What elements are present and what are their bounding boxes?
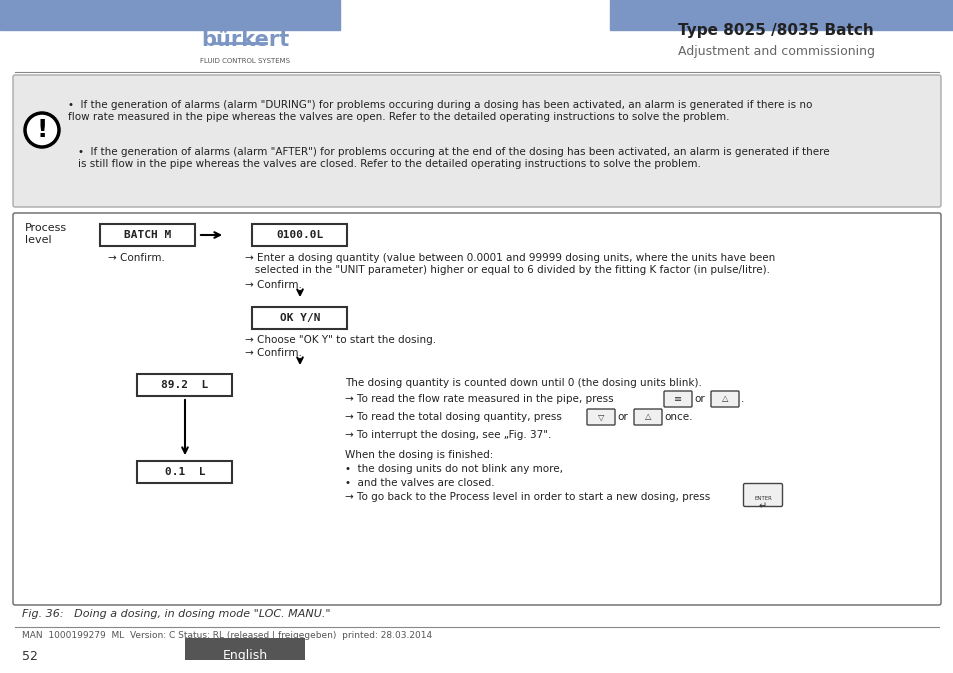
Text: selected in the "UNIT parameter) higher or equal to 6 divided by the fitting K f: selected in the "UNIT parameter) higher … [245, 265, 769, 275]
Text: When the dosing is finished:: When the dosing is finished: [345, 450, 493, 460]
Text: The dosing quantity is counted down until 0 (the dosing units blink).: The dosing quantity is counted down unti… [345, 378, 701, 388]
FancyBboxPatch shape [13, 75, 940, 207]
Text: Fig. 36:   Doing a dosing, in dosing mode "LOC. MANU.": Fig. 36: Doing a dosing, in dosing mode … [22, 609, 330, 619]
Text: English: English [222, 649, 267, 662]
Text: 89.2  L: 89.2 L [161, 380, 209, 390]
Text: → To read the flow rate measured in the pipe, press: → To read the flow rate measured in the … [345, 394, 613, 404]
Bar [253, 224, 347, 246]
FancyBboxPatch shape [13, 213, 940, 605]
Text: •  If the generation of alarms (alarm "AFTER") for problems occuring at the end : • If the generation of alarms (alarm "AF… [78, 147, 829, 169]
Circle shape [25, 113, 59, 147]
Text: ENTER: ENTER [753, 497, 771, 501]
FancyBboxPatch shape [586, 409, 615, 425]
Text: → Enter a dosing quantity (value between 0.0001 and 99999 dosing units, where th: → Enter a dosing quantity (value between… [245, 253, 775, 263]
Text: ≡: ≡ [673, 394, 681, 404]
Bar [100, 224, 195, 246]
Text: once.: once. [663, 412, 692, 422]
FancyBboxPatch shape [634, 409, 661, 425]
Text: ↵: ↵ [759, 501, 766, 511]
Text: •  the dosing units do not blink any more,: • the dosing units do not blink any more… [345, 464, 562, 474]
Text: 52: 52 [22, 650, 38, 663]
FancyBboxPatch shape [742, 483, 781, 507]
FancyBboxPatch shape [663, 391, 691, 407]
Bar [0, 0, 339, 30]
Text: △: △ [644, 413, 651, 421]
Text: or: or [693, 394, 704, 404]
Text: → Confirm.: → Confirm. [108, 253, 165, 263]
Text: .: . [740, 394, 743, 404]
Text: •  If the generation of alarms (alarm "DURING") for problems occuring during a d: • If the generation of alarms (alarm "DU… [68, 100, 812, 122]
Text: bürkert: bürkert [201, 30, 289, 50]
Text: OK Y/N: OK Y/N [279, 313, 320, 323]
Text: BATCH M: BATCH M [124, 230, 172, 240]
Text: 0100.0L: 0100.0L [276, 230, 323, 240]
Text: or: or [617, 412, 627, 422]
Text: → Choose "OK Y" to start the dosing.: → Choose "OK Y" to start the dosing. [245, 335, 436, 345]
Bar [253, 307, 347, 329]
Text: Adjustment and commissioning: Adjustment and commissioning [678, 45, 874, 58]
Text: → Confirm.: → Confirm. [245, 348, 301, 358]
Bar [609, 0, 953, 30]
Text: 0.1  L: 0.1 L [165, 467, 205, 477]
Text: △: △ [721, 394, 727, 404]
Bar [137, 374, 233, 396]
Text: •  and the valves are closed.: • and the valves are closed. [345, 478, 494, 488]
Text: → To interrupt the dosing, see „Fig. 37".: → To interrupt the dosing, see „Fig. 37"… [345, 430, 551, 440]
Text: Process
level: Process level [25, 223, 67, 244]
Text: !: ! [36, 118, 48, 142]
Text: ▽: ▽ [598, 413, 603, 421]
Text: → To read the total dosing quantity, press: → To read the total dosing quantity, pre… [345, 412, 561, 422]
FancyBboxPatch shape [710, 391, 739, 407]
Text: → Confirm.: → Confirm. [245, 280, 301, 290]
Text: → To go back to the Process level in order to start a new dosing, press: → To go back to the Process level in ord… [345, 492, 709, 502]
Bar [185, 638, 305, 660]
Text: FLUID CONTROL SYSTEMS: FLUID CONTROL SYSTEMS [200, 58, 290, 64]
Text: Type 8025 /8035 Batch: Type 8025 /8035 Batch [678, 23, 873, 38]
Bar [137, 461, 233, 483]
Text: MAN  1000199279  ML  Version: C Status: RL (released | freigegeben)  printed: 28: MAN 1000199279 ML Version: C Status: RL … [22, 631, 432, 640]
